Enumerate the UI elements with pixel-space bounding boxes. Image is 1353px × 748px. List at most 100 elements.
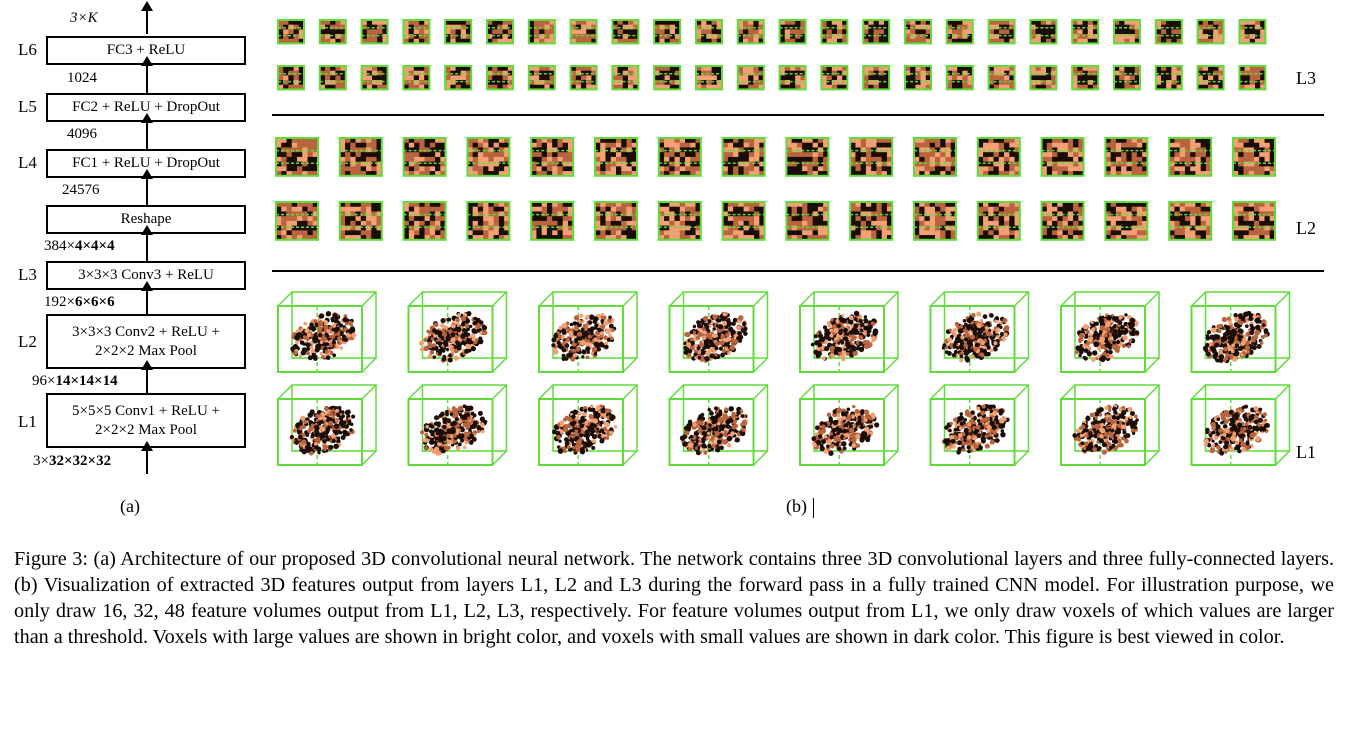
layer-tag-l2: L2 (18, 332, 37, 351)
arrow-up-icon (141, 225, 153, 261)
l1-feature-volume (407, 384, 508, 466)
l3-feature-volume (402, 19, 431, 45)
arrow-up-icon (141, 441, 153, 474)
subfigure-label-a: (a) (120, 496, 140, 516)
l3-feature-volume (611, 19, 640, 45)
output-dim: 3×K (70, 10, 98, 26)
l3-feature-volume (360, 19, 389, 45)
l2-feature-volume (849, 137, 894, 177)
l3-feature-volume (1238, 65, 1267, 91)
l3-feature-volume (1113, 19, 1141, 45)
l2-feature-volume (721, 137, 766, 177)
divider-line (272, 270, 1324, 272)
l3-feature-volume (1196, 65, 1225, 91)
l2-feature-volume (338, 201, 383, 241)
l2-feature-volume (1104, 137, 1149, 177)
l2-feature-volume (1232, 201, 1276, 241)
l3-feature-volume (444, 19, 473, 45)
layer-tag-l5: L5 (18, 97, 37, 116)
l3-feature-volume (486, 65, 514, 91)
arrow-up-icon (141, 169, 153, 205)
divider-line (272, 114, 1324, 116)
l2-feature-volume (338, 137, 383, 177)
layer-box-conv2: 3×3×3 Conv2 + ReLU + 2×2×2 Max Pool (46, 314, 246, 369)
l3-feature-volume (778, 19, 807, 45)
dim-1024: 1024 (67, 70, 97, 86)
l1-feature-volume (799, 291, 899, 373)
l1-feature-volume (538, 384, 638, 466)
dim-192: 192×6×6×6 (44, 294, 115, 310)
arrow-up-icon (141, 56, 153, 93)
l2-feature-volume (594, 201, 638, 241)
l3-feature-volume (318, 65, 347, 91)
l2-feature-volume (785, 201, 830, 241)
l3-feature-volume (527, 65, 556, 91)
l1-feature-volume (277, 384, 377, 466)
l3-feature-volume (527, 19, 556, 45)
text-cursor (813, 498, 814, 518)
l2-feature-volume (466, 201, 511, 241)
l3-feature-volume (444, 65, 473, 91)
l3-feature-volume (820, 19, 849, 45)
layer-tag-l1: L1 (18, 412, 37, 431)
l3-feature-volume (736, 19, 765, 45)
l2-feature-volume (275, 201, 319, 241)
layer-tag-l3: L3 (18, 265, 37, 284)
l1-feature-volume (1190, 291, 1291, 373)
layer-tag-l4: L4 (18, 153, 37, 172)
l3-feature-volume (778, 65, 807, 91)
l3-feature-volume (945, 19, 974, 45)
l1-feature-volume (929, 291, 1030, 373)
l1-feature-volume (1190, 384, 1291, 466)
l3-feature-volume (987, 65, 1016, 91)
dim-24576: 24576 (62, 182, 100, 198)
l2-feature-volume (1104, 201, 1149, 241)
arrow-up-icon (141, 113, 153, 149)
l3-feature-volume (1113, 65, 1141, 91)
l1-feature-volume (668, 384, 769, 466)
l1-feature-volume (277, 291, 377, 373)
l3-feature-volume (904, 19, 932, 45)
l3-feature-volume (695, 19, 723, 45)
l2-feature-volume (1040, 137, 1085, 177)
l2-feature-volume (657, 137, 702, 177)
l1-feature-volume (407, 291, 508, 373)
row-label-l3: L3 (1296, 68, 1316, 88)
feature-visualization (275, 19, 1291, 466)
l2-feature-volume (849, 201, 894, 241)
l3-feature-volume (1238, 19, 1267, 45)
l3-feature-volume (277, 65, 305, 91)
l2-feature-volume (1040, 201, 1085, 241)
l3-feature-volume (1154, 19, 1183, 45)
l3-feature-volume (1154, 65, 1183, 91)
l3-feature-volume (318, 19, 347, 45)
l2-feature-volume (721, 201, 766, 241)
layer-box-fc1: FC1 + ReLU + DropOut (46, 149, 246, 178)
l1-feature-volume (538, 291, 638, 373)
figure-caption: Figure 3: (a) Architecture of our propos… (14, 548, 1334, 648)
arrow-up-icon (141, 281, 153, 314)
l3-feature-volume (862, 65, 891, 91)
l3-feature-volume (569, 19, 598, 45)
row-label-l2: L2 (1296, 218, 1316, 238)
arrow-up-icon (141, 1, 153, 34)
l2-feature-volume (594, 137, 638, 177)
l3-feature-volume (695, 65, 723, 91)
l3-feature-volume (653, 19, 682, 45)
dim-input: 3×32×32×32 (33, 453, 112, 469)
l2-feature-volume (976, 201, 1021, 241)
layer-box-conv1: 5×5×5 Conv1 + ReLU + 2×2×2 Max Pool (46, 393, 246, 448)
l2-feature-volume (913, 201, 957, 241)
l2-feature-volume (402, 201, 447, 241)
l3-feature-volume (486, 19, 514, 45)
l2-feature-volume (976, 137, 1021, 177)
l3-feature-volume (736, 65, 765, 91)
layer-box-reshape: Reshape (46, 205, 246, 234)
l2-feature-volume (275, 137, 319, 177)
l1-feature-volume (668, 291, 769, 373)
l3-feature-volume (611, 65, 640, 91)
l2-feature-volume (466, 137, 511, 177)
dim-4096: 4096 (67, 126, 97, 142)
l3-feature-volume (653, 65, 682, 91)
l2-feature-volume (530, 137, 575, 177)
